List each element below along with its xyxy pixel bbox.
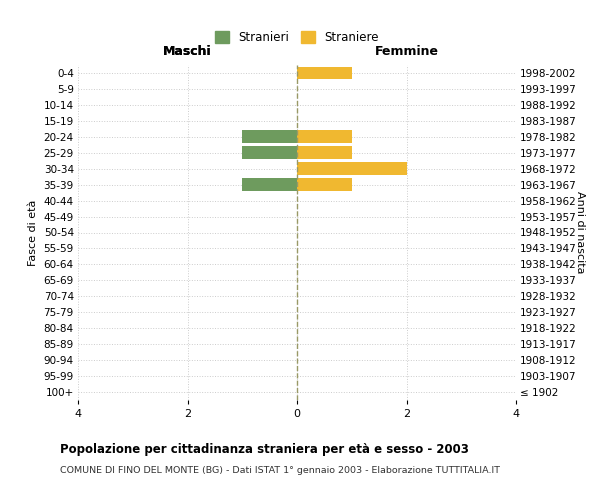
Bar [242,130,297,143]
Text: Femmine: Femmine [374,46,439,59]
Text: Maschi: Maschi [163,46,212,59]
Bar [297,178,352,191]
Bar [242,178,297,191]
Bar [297,146,352,159]
Text: Popolazione per cittadinanza straniera per età e sesso - 2003: Popolazione per cittadinanza straniera p… [60,442,469,456]
Bar [242,146,297,159]
Y-axis label: Fasce di età: Fasce di età [28,200,38,266]
Text: Maschi: Maschi [163,46,212,59]
Text: COMUNE DI FINO DEL MONTE (BG) - Dati ISTAT 1° gennaio 2003 - Elaborazione TUTTIT: COMUNE DI FINO DEL MONTE (BG) - Dati IST… [60,466,500,475]
Legend: Stranieri, Straniere: Stranieri, Straniere [215,30,379,44]
Bar [297,162,407,175]
Y-axis label: Anni di nascita: Anni di nascita [575,191,585,274]
Bar [297,130,352,143]
Bar [297,66,352,80]
